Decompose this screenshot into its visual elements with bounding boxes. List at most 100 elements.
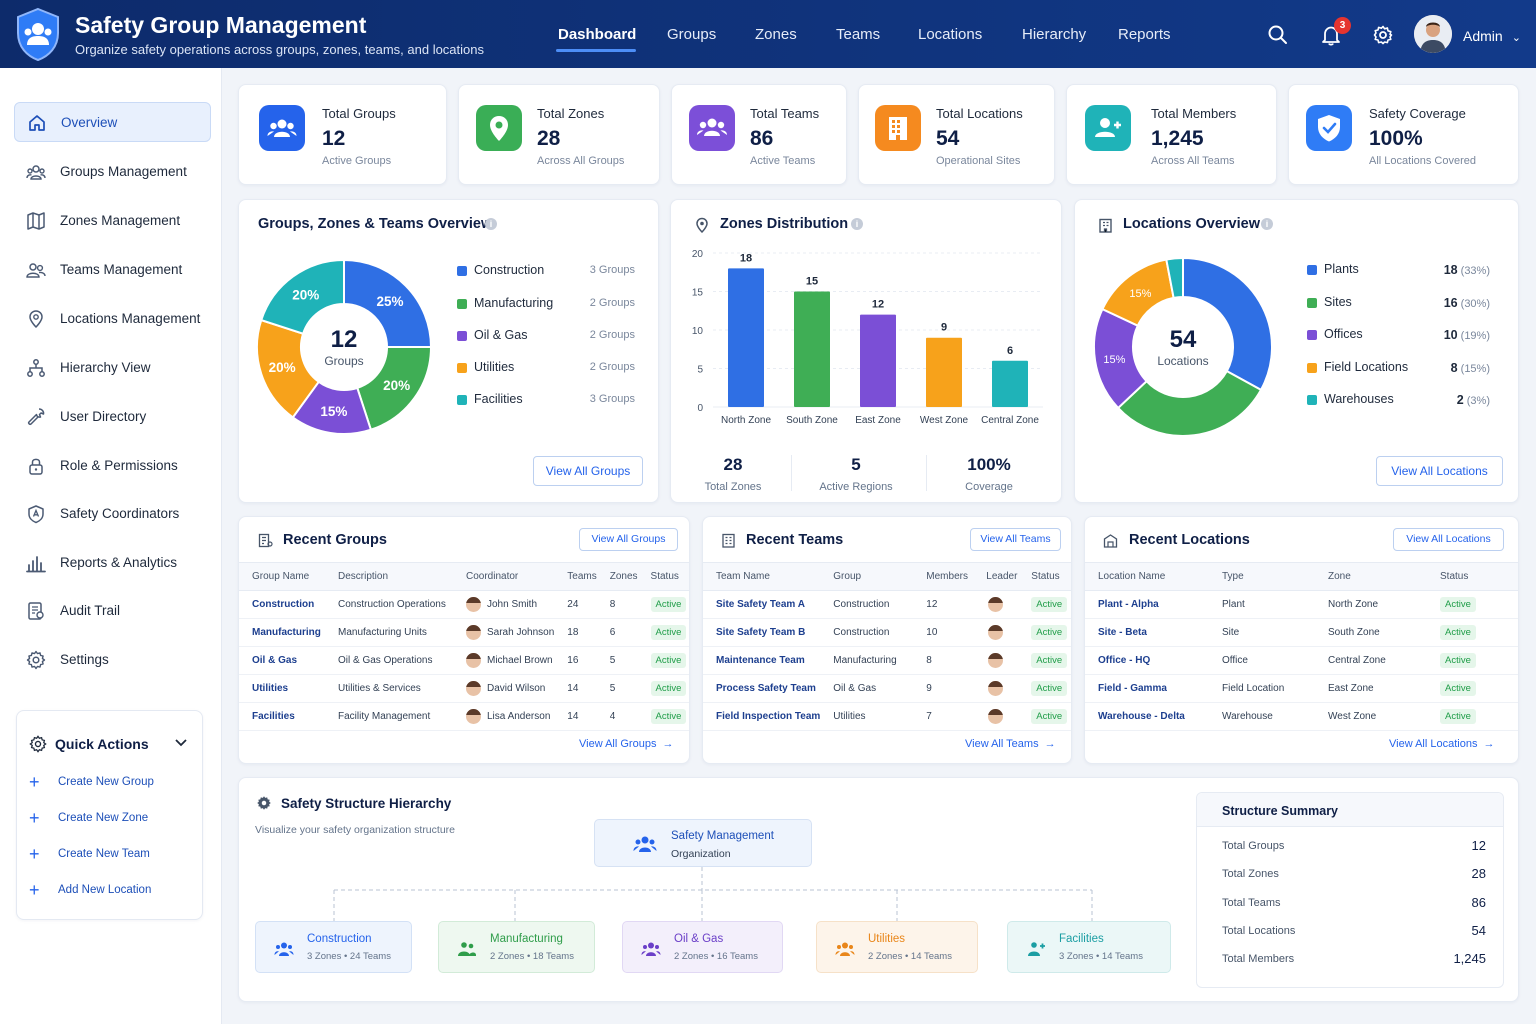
- table-row[interactable]: Plant - Alpha Plant North Zone Active: [1085, 590, 1518, 619]
- legend-label: Field Locations: [1324, 360, 1409, 374]
- x-tick-label: Central Zone: [981, 415, 1039, 426]
- arrow-right-icon: →: [1044, 738, 1056, 750]
- map-icon: [27, 212, 45, 230]
- view-all-teams-link[interactable]: View All Teams →: [965, 738, 1056, 750]
- view-all-locations-button[interactable]: View All Locations: [1393, 528, 1504, 551]
- home-icon: [29, 115, 45, 131]
- shield-logo-icon: [17, 7, 59, 61]
- sidebar-item-audit-trail[interactable]: Audit Trail: [14, 591, 211, 631]
- zone-stat-label: Coverage: [965, 481, 1013, 493]
- sidebar-item-role-permissions[interactable]: Role & Permissions: [14, 446, 211, 486]
- search-icon[interactable]: [1267, 24, 1289, 46]
- table-row[interactable]: Utilities Utilities & Services David Wilso…: [239, 674, 689, 703]
- gear-icon[interactable]: [1372, 24, 1394, 46]
- nav-zones[interactable]: Zones: [755, 26, 797, 43]
- legend-count: 18: [1443, 263, 1458, 277]
- nav-reports[interactable]: Reports: [1118, 26, 1171, 43]
- bar-value-label: 15: [806, 276, 818, 288]
- org-node-oil-gas[interactable]: Oil & Gas 2 Zones • 16 Teams: [622, 921, 783, 973]
- legend-value: 8 (15%): [1451, 361, 1490, 375]
- table-cell-name: Site Safety Team B: [703, 618, 821, 647]
- org-node-facilities[interactable]: Facilities 3 Zones • 14 Teams: [1007, 921, 1171, 973]
- org-node-manufacturing[interactable]: Manufacturing 2 Zones • 18 Teams: [438, 921, 595, 973]
- table-row[interactable]: Maintenance Team Manufacturing 8 Active: [703, 646, 1071, 675]
- column-header: Zone: [1315, 562, 1427, 591]
- y-tick-label: 15: [692, 288, 704, 299]
- sidebar-item-overview[interactable]: Overview: [14, 102, 211, 142]
- sidebar-item-zones-management[interactable]: Zones Management: [14, 201, 211, 241]
- info-icon[interactable]: i: [1261, 218, 1273, 230]
- summary-value: 1,245: [1453, 951, 1486, 966]
- stat-card-total-locations: Total Locations 54 Operational Sites: [858, 84, 1055, 185]
- zone-stat: 100% Coverage: [929, 455, 1049, 493]
- org-node-utilities[interactable]: Utilities 2 Zones • 14 Teams: [816, 921, 978, 973]
- view-all-groups-button[interactable]: View All Groups: [579, 528, 678, 551]
- table-row[interactable]: Manufacturing Manufacturing Units Sarah Jo…: [239, 618, 689, 647]
- legend-value: 2 Groups: [589, 297, 635, 309]
- donut-center-label: Locations: [1157, 354, 1209, 368]
- sidebar-item-label: Groups Management: [60, 164, 187, 179]
- sidebar-item-settings[interactable]: Settings: [14, 640, 211, 680]
- quick-action-create-team[interactable]: + Create New Team: [29, 845, 199, 865]
- table-row[interactable]: Field Inspection Team Utilities 7 Active: [703, 702, 1071, 731]
- table-row[interactable]: Site - Beta Site South Zone Active: [1085, 618, 1518, 647]
- sidebar-item-hierarchy-view[interactable]: Hierarchy View: [14, 348, 211, 388]
- avatar: [988, 653, 1004, 668]
- table-cell-name: Construction: [239, 590, 325, 619]
- nav-dashboard[interactable]: Dashboard: [558, 26, 637, 43]
- org-node-title: Utilities: [868, 933, 906, 945]
- table-row[interactable]: Oil & Gas Oil & Gas Operations Michael Bro…: [239, 646, 689, 675]
- nav-groups[interactable]: Groups: [667, 26, 717, 43]
- user-avatar[interactable]: [1414, 15, 1452, 53]
- table-row[interactable]: Field - Gamma Field Location East Zone Acti…: [1085, 674, 1518, 703]
- avatar: [988, 709, 1004, 724]
- table-cell-name: Process Safety Team: [703, 674, 821, 703]
- info-icon[interactable]: i: [485, 218, 497, 230]
- sidebar-item-locations-management[interactable]: Locations Management: [14, 299, 211, 339]
- bar-chart-icon: [26, 556, 46, 573]
- nav-teams[interactable]: Teams: [836, 26, 881, 43]
- sidebar-item-reports-analytics[interactable]: Reports & Analytics: [14, 543, 211, 583]
- view-all-groups-link[interactable]: View All Groups →: [579, 738, 673, 750]
- coordinator-cell: Sarah Johnson: [453, 618, 555, 647]
- user-menu[interactable]: Admin ⌄: [1463, 28, 1521, 44]
- nav-locations[interactable]: Locations: [918, 26, 983, 43]
- view-all-groups-button[interactable]: View All Groups: [533, 456, 643, 486]
- status-cell: Active: [1018, 590, 1071, 619]
- summary-row: Total Zones 28: [1222, 864, 1486, 884]
- chevron-down-icon: ⌄: [1511, 32, 1521, 44]
- coordinator-name: Sarah Johnson: [487, 627, 555, 639]
- table-row[interactable]: Site Safety Team B Construction 10 Active: [703, 618, 1071, 647]
- org-root-node[interactable]: Safety Management Organization: [594, 819, 812, 867]
- bar: [860, 314, 896, 407]
- bell-icon[interactable]: [1320, 24, 1342, 46]
- bar-value-label: 6: [1007, 345, 1013, 357]
- sidebar-item-user-directory[interactable]: User Directory: [14, 397, 211, 437]
- table-row[interactable]: Construction Construction Operations John …: [239, 590, 689, 619]
- quick-action-create-zone[interactable]: + Create New Zone: [29, 809, 199, 829]
- stat-card-total-teams: Total Teams 86 Active Teams: [671, 84, 847, 185]
- table-row[interactable]: Process Safety Team Oil & Gas 9 Active: [703, 674, 1071, 703]
- sidebar-item-teams-management[interactable]: Teams Management: [14, 250, 211, 290]
- bar-value-label: 12: [872, 299, 884, 311]
- column-header: Leader: [973, 562, 1019, 591]
- sidebar-item-label: Reports & Analytics: [60, 555, 178, 570]
- view-all-locations-link[interactable]: View All Locations →: [1389, 738, 1494, 750]
- sidebar-item-safety-coordinators[interactable]: Safety Coordinators: [14, 494, 211, 534]
- table-row[interactable]: Office - HQ Office Central Zone Active: [1085, 646, 1518, 675]
- nav-hierarchy[interactable]: Hierarchy: [1022, 26, 1087, 43]
- chevron-down-icon[interactable]: [175, 739, 187, 747]
- org-node-construction[interactable]: Construction 3 Zones • 24 Teams: [255, 921, 412, 973]
- sidebar-item-groups-management[interactable]: Groups Management: [14, 152, 211, 192]
- view-all-teams-button[interactable]: View All Teams: [970, 528, 1061, 551]
- status-cell: Active: [1427, 590, 1518, 619]
- view-all-locations-button[interactable]: View All Locations: [1376, 456, 1503, 486]
- panel-title: Safety Structure Hierarchy: [281, 796, 452, 811]
- table-row[interactable]: Warehouse - Delta Warehouse West Zone Activ…: [1085, 702, 1518, 731]
- table-row[interactable]: Site Safety Team A Construction 12 Active: [703, 590, 1071, 619]
- info-icon[interactable]: i: [851, 218, 863, 230]
- quick-action-add-location[interactable]: + Add New Location: [29, 881, 199, 901]
- column-header: Coordinator: [453, 562, 555, 591]
- table-row[interactable]: Facilities Facility Management Lisa Anders…: [239, 702, 689, 731]
- quick-action-create-group[interactable]: + Create New Group: [29, 773, 199, 793]
